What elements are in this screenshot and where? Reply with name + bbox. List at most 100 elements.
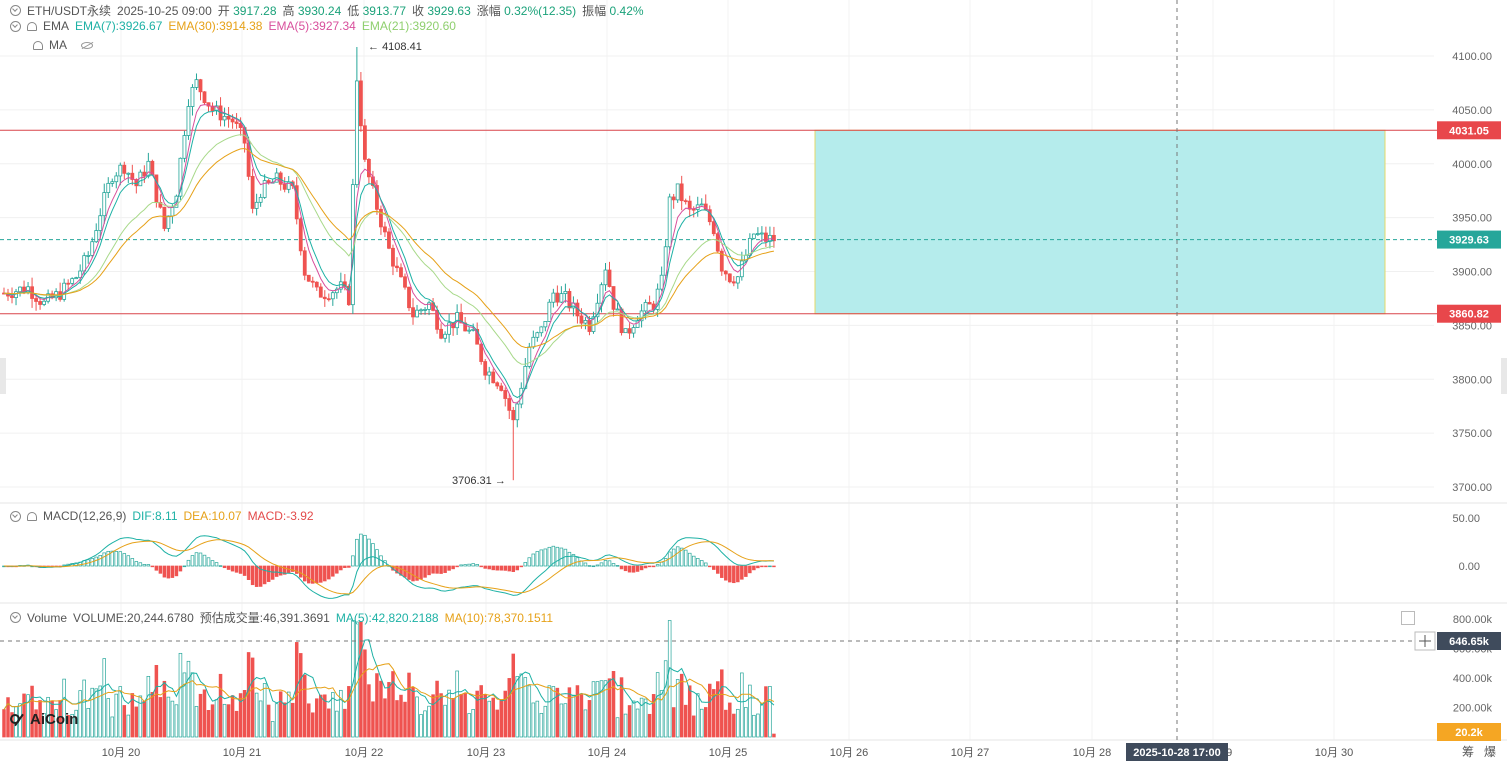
macd-bar xyxy=(687,552,692,567)
macd-bar xyxy=(515,565,520,571)
volume-bar xyxy=(395,700,399,738)
collapse-icon[interactable] xyxy=(10,510,21,522)
volume-bar xyxy=(703,707,708,738)
macd-bar xyxy=(748,565,752,574)
price-tick-label: 4050.00 xyxy=(1452,105,1492,117)
volume-bar xyxy=(70,714,74,738)
macd-value: MACD:-3.92 xyxy=(247,509,314,523)
volume-bar xyxy=(752,714,756,738)
macd-bar xyxy=(423,565,427,578)
macd-bar xyxy=(740,565,744,580)
volume-bar xyxy=(615,717,620,738)
right-collapse-handle[interactable] xyxy=(1501,358,1507,394)
volume-last-tag xyxy=(1437,723,1501,741)
candle-body xyxy=(326,298,331,301)
candle-body xyxy=(411,307,415,318)
volume-bar xyxy=(110,716,115,738)
macd-bar xyxy=(270,565,275,580)
candle-body xyxy=(314,281,319,288)
ma-label[interactable]: MA xyxy=(49,38,67,52)
macd-bar xyxy=(551,545,556,567)
macd-bar xyxy=(294,565,299,574)
volume-value: VOLUME:20,244.6780 xyxy=(73,610,194,625)
macd-bar xyxy=(122,553,127,567)
macd-bar xyxy=(471,563,475,567)
change-value: 0.32%(12.35) xyxy=(504,4,577,18)
candle-body xyxy=(86,255,91,257)
level-lines[interactable] xyxy=(0,129,1440,315)
low-value: 3913.77 xyxy=(362,4,407,18)
bell-icon[interactable] xyxy=(33,40,43,50)
ohlc-legend: ETH/USDT永续 2025-10-25 09:00 开 3917.28 高 … xyxy=(10,2,644,19)
macd-bar xyxy=(760,565,764,568)
bar-datetime: 2025-10-25 09:00 xyxy=(117,3,212,18)
macd-bar xyxy=(331,565,335,577)
macd-bar xyxy=(772,565,776,568)
macd-bar xyxy=(547,546,552,567)
volume-bar xyxy=(258,700,263,738)
candle-body xyxy=(226,115,231,120)
volume-bar xyxy=(130,693,135,738)
candle-body xyxy=(358,80,363,127)
candle-body xyxy=(755,233,760,235)
volume-bar xyxy=(230,695,235,738)
macd-bar xyxy=(427,565,431,576)
candle-body xyxy=(459,312,464,324)
macd-bar xyxy=(210,560,215,567)
macd-bar xyxy=(190,555,195,567)
volume-bar xyxy=(298,653,303,738)
macd-bar xyxy=(611,563,616,567)
volume-bar xyxy=(559,703,564,738)
volume-label[interactable]: Volume xyxy=(27,610,68,625)
candle-body xyxy=(491,371,496,384)
collapse-icon[interactable] xyxy=(10,20,21,32)
macd-bar xyxy=(695,558,700,567)
macd-bar xyxy=(238,565,243,574)
macd-bar xyxy=(631,565,636,573)
volume-bar xyxy=(511,653,516,738)
macd-bar xyxy=(102,552,106,567)
volume-bar xyxy=(66,715,70,738)
volume-bar xyxy=(46,696,50,738)
candle-body xyxy=(579,315,584,324)
price-tick-label: 3850.00 xyxy=(1452,320,1492,332)
eye-hidden-icon[interactable] xyxy=(81,41,93,49)
candle-body xyxy=(82,255,87,272)
price-tick-label: 3700.00 xyxy=(1452,482,1492,494)
zone-box[interactable] xyxy=(814,129,1386,315)
volume-bar xyxy=(435,680,439,738)
collapse-icon[interactable] xyxy=(10,612,21,623)
volume-bar xyxy=(202,689,207,738)
ema-label[interactable]: EMA xyxy=(43,19,70,33)
price-tick-label: 3950.00 xyxy=(1452,213,1492,225)
collapse-icon[interactable] xyxy=(10,5,21,16)
left-collapse-handle[interactable] xyxy=(0,358,6,394)
candle-body xyxy=(563,291,568,295)
expand-icon[interactable] xyxy=(1401,611,1415,625)
candle-body xyxy=(555,292,560,303)
volume-bar xyxy=(643,698,648,738)
macd-bar xyxy=(691,555,696,567)
volume-bar xyxy=(515,676,520,738)
bell-icon[interactable] xyxy=(27,511,37,521)
macd-bar xyxy=(716,565,720,574)
volume-bar xyxy=(611,671,616,738)
volume-bar xyxy=(687,685,692,738)
volume-bar xyxy=(527,685,532,738)
macd-bar xyxy=(150,565,155,568)
candle-body xyxy=(515,403,520,421)
macd-bar xyxy=(595,564,600,567)
macd-bar xyxy=(639,565,644,571)
macd-bar xyxy=(214,562,219,567)
bell-icon[interactable] xyxy=(27,21,37,31)
macd-label[interactable]: MACD(12,26,9) xyxy=(43,509,127,523)
volume-bar xyxy=(483,694,487,738)
volume-bar xyxy=(114,693,119,738)
amplitude-value: 0.42% xyxy=(609,4,644,18)
candle-body xyxy=(759,232,764,235)
macd-bar xyxy=(587,565,592,567)
volume-bar xyxy=(659,690,664,738)
macd-bar xyxy=(499,565,503,571)
time-tick-label: 10月 23 xyxy=(467,747,506,759)
